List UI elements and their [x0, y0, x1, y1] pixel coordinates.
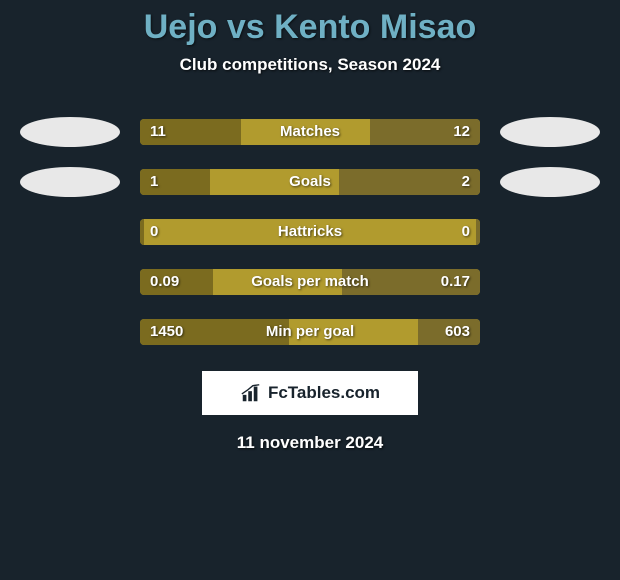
- spacer: [500, 217, 600, 247]
- stat-bar-track: 1450603Min per goal: [140, 319, 480, 345]
- stat-label: Min per goal: [140, 319, 480, 345]
- spacer: [500, 267, 600, 297]
- stat-bar-track: 00Hattricks: [140, 219, 480, 245]
- stat-label: Hattricks: [140, 219, 480, 245]
- spacer: [500, 317, 600, 347]
- stat-row: 1112Matches: [0, 117, 620, 147]
- date-text: 11 november 2024: [0, 433, 620, 453]
- brand-badge: FcTables.com: [202, 371, 418, 415]
- stat-row: 00Hattricks: [0, 217, 620, 247]
- stat-bar-track: 12Goals: [140, 169, 480, 195]
- spacer: [20, 267, 120, 297]
- stat-label: Goals per match: [140, 269, 480, 295]
- spacer: [20, 317, 120, 347]
- stat-rows: 1112Matches 12Goals 00Hattricks 0.090.17Goa…: [0, 117, 620, 347]
- stat-row: 1450603Min per goal: [0, 317, 620, 347]
- stat-row: 12Goals: [0, 167, 620, 197]
- player-ellipse-right: [500, 167, 600, 197]
- brand-text: FcTables.com: [268, 383, 380, 403]
- stat-bar-track: 0.090.17Goals per match: [140, 269, 480, 295]
- player-ellipse-left: [20, 117, 120, 147]
- stat-bar-track: 1112Matches: [140, 119, 480, 145]
- player-ellipse-right: [500, 117, 600, 147]
- page-title: Uejo vs Kento Misao: [0, 0, 620, 47]
- spacer: [20, 217, 120, 247]
- stat-label: Matches: [140, 119, 480, 145]
- subtitle: Club competitions, Season 2024: [0, 55, 620, 75]
- bar-chart-icon: [240, 382, 262, 404]
- player-ellipse-left: [20, 167, 120, 197]
- stat-label: Goals: [140, 169, 480, 195]
- comparison-card: Uejo vs Kento Misao Club competitions, S…: [0, 0, 620, 580]
- stat-row: 0.090.17Goals per match: [0, 267, 620, 297]
